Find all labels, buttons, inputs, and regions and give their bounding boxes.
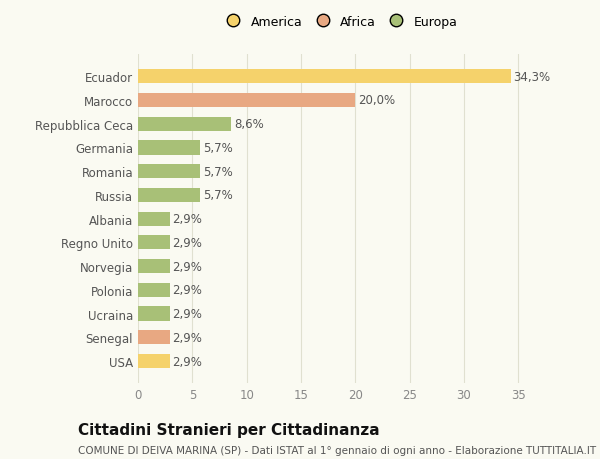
Bar	[138, 212, 170, 226]
Bar	[138, 307, 170, 321]
Bar	[138, 259, 170, 274]
Bar	[138, 118, 232, 132]
Bar	[138, 141, 200, 155]
Text: Cittadini Stranieri per Cittadinanza: Cittadini Stranieri per Cittadinanza	[78, 422, 380, 437]
Text: 2,9%: 2,9%	[172, 236, 202, 249]
Text: 2,9%: 2,9%	[172, 213, 202, 226]
Text: 5,7%: 5,7%	[203, 165, 232, 178]
Text: 5,7%: 5,7%	[203, 142, 232, 155]
Legend: America, Africa, Europa: America, Africa, Europa	[217, 12, 461, 33]
Bar	[138, 330, 170, 345]
Text: 5,7%: 5,7%	[203, 189, 232, 202]
Bar	[138, 283, 170, 297]
Text: 34,3%: 34,3%	[514, 71, 551, 84]
Bar	[138, 165, 200, 179]
Text: 2,9%: 2,9%	[172, 284, 202, 297]
Bar	[138, 188, 200, 202]
Bar	[138, 354, 170, 368]
Text: 2,9%: 2,9%	[172, 355, 202, 368]
Text: 8,6%: 8,6%	[234, 118, 264, 131]
Bar	[138, 70, 511, 84]
Text: COMUNE DI DEIVA MARINA (SP) - Dati ISTAT al 1° gennaio di ogni anno - Elaborazio: COMUNE DI DEIVA MARINA (SP) - Dati ISTAT…	[78, 446, 596, 455]
Bar	[138, 94, 355, 108]
Bar	[138, 236, 170, 250]
Text: 20,0%: 20,0%	[358, 94, 395, 107]
Text: 2,9%: 2,9%	[172, 331, 202, 344]
Text: 2,9%: 2,9%	[172, 260, 202, 273]
Text: 2,9%: 2,9%	[172, 308, 202, 320]
